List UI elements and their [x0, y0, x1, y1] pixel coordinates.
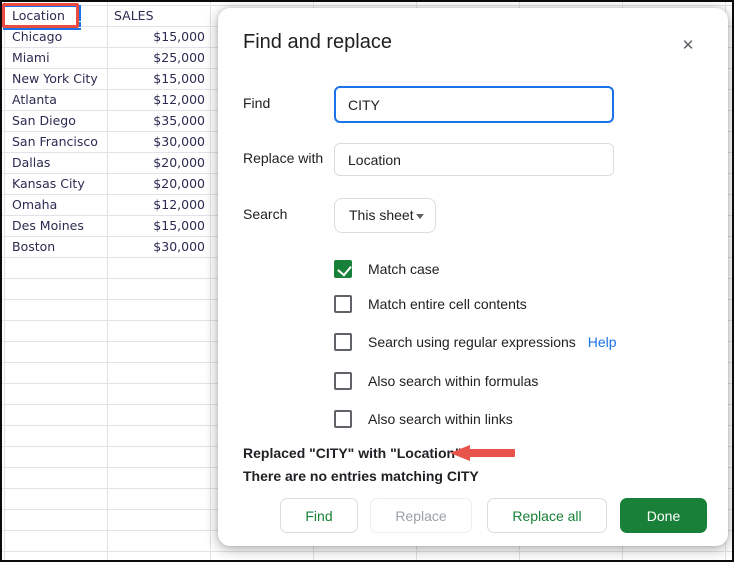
search-formulas-label: Also search within formulas [368, 373, 539, 389]
cell-sales[interactable]: $20,000 [153, 176, 205, 191]
cell-sales[interactable]: $20,000 [153, 155, 205, 170]
status-line-replaced: Replaced "CITY" with "Location" [243, 445, 462, 461]
cell-location[interactable]: Dallas [12, 155, 51, 170]
cell-location[interactable]: New York City [12, 71, 98, 86]
cell-sales[interactable]: $15,000 [153, 71, 205, 86]
close-icon[interactable]: ✕ [681, 37, 695, 54]
find-replace-dialog: Find and replace ✕ Find Replace with Sea… [218, 8, 728, 546]
table-row: Omaha $12,000 [4, 194, 210, 215]
status-message: Replaced "CITY" with "Location" There ar… [243, 442, 479, 488]
find-input[interactable] [334, 86, 614, 123]
match-case-checkbox[interactable] [334, 260, 352, 278]
header-cell-location[interactable]: Location [12, 8, 65, 23]
table-row: New York City $15,000 [4, 68, 210, 89]
search-scope-dropdown[interactable]: This sheet [334, 198, 436, 233]
done-button[interactable]: Done [620, 498, 707, 533]
sheet-header-row: Location SALES [4, 5, 210, 26]
cell-location[interactable]: Des Moines [12, 218, 84, 233]
search-label: Search [243, 206, 288, 222]
table-row: Miami $25,000 [4, 47, 210, 68]
table-row: Dallas $20,000 [4, 152, 210, 173]
cell-sales[interactable]: $30,000 [153, 239, 205, 254]
red-annotation-box [2, 3, 79, 28]
cell-location[interactable]: San Diego [12, 113, 76, 128]
match-case-label: Match case [368, 261, 440, 277]
cell-location[interactable]: Kansas City [12, 176, 85, 191]
chevron-down-icon [416, 214, 424, 219]
table-row: San Diego $35,000 [4, 110, 210, 131]
cell-sales[interactable]: $15,000 [153, 218, 205, 233]
match-entire-cell-checkbox[interactable] [334, 295, 352, 313]
header-cell-sales[interactable]: SALES [114, 8, 154, 23]
find-button[interactable]: Find [280, 498, 358, 533]
help-link[interactable]: Help [587, 334, 617, 350]
status-line-no-entries: There are no entries matching CITY [243, 468, 479, 484]
dialog-title: Find and replace [243, 31, 392, 53]
table-row: Atlanta $12,000 [4, 89, 210, 110]
match-entire-cell-label: Match entire cell contents [368, 296, 527, 312]
replace-with-input[interactable] [334, 143, 614, 176]
cell-sales[interactable]: $12,000 [153, 197, 205, 212]
cell-sales[interactable]: $15,000 [153, 29, 205, 44]
replace-with-label: Replace with [243, 150, 324, 166]
search-links-checkbox[interactable] [334, 410, 352, 428]
cell-sales[interactable]: $12,000 [153, 92, 205, 107]
cell-sales[interactable]: $30,000 [153, 134, 205, 149]
arrow-head-icon [450, 445, 470, 461]
table-row: Chicago $15,000 [4, 26, 210, 47]
table-row: Des Moines $15,000 [4, 215, 210, 236]
table-row: Boston $30,000 [4, 236, 210, 257]
cell-location[interactable]: San Francisco [12, 134, 98, 149]
search-formulas-checkbox[interactable] [334, 372, 352, 390]
search-scope-value: This sheet [349, 207, 414, 223]
cell-sales[interactable]: $35,000 [153, 113, 205, 128]
cell-location[interactable]: Boston [12, 239, 56, 254]
cell-location[interactable]: Atlanta [12, 92, 57, 107]
table-row: Kansas City $20,000 [4, 173, 210, 194]
cell-location[interactable]: Omaha [12, 197, 58, 212]
find-label: Find [243, 95, 271, 111]
table-row: San Francisco $30,000 [4, 131, 210, 152]
cell-location[interactable]: Miami [12, 50, 50, 65]
regex-checkbox[interactable] [334, 333, 352, 351]
arrow-tail [469, 449, 515, 457]
cell-location[interactable]: Chicago [12, 29, 63, 44]
regex-label: Search using regular expressions Help [368, 334, 617, 350]
regex-label-text: Search using regular expressions [368, 334, 576, 350]
replace-all-button[interactable]: Replace all [487, 498, 607, 533]
cell-sales[interactable]: $25,000 [153, 50, 205, 65]
replace-button[interactable]: Replace [370, 498, 472, 533]
search-links-label: Also search within links [368, 411, 513, 427]
red-arrow-annotation [450, 445, 516, 461]
